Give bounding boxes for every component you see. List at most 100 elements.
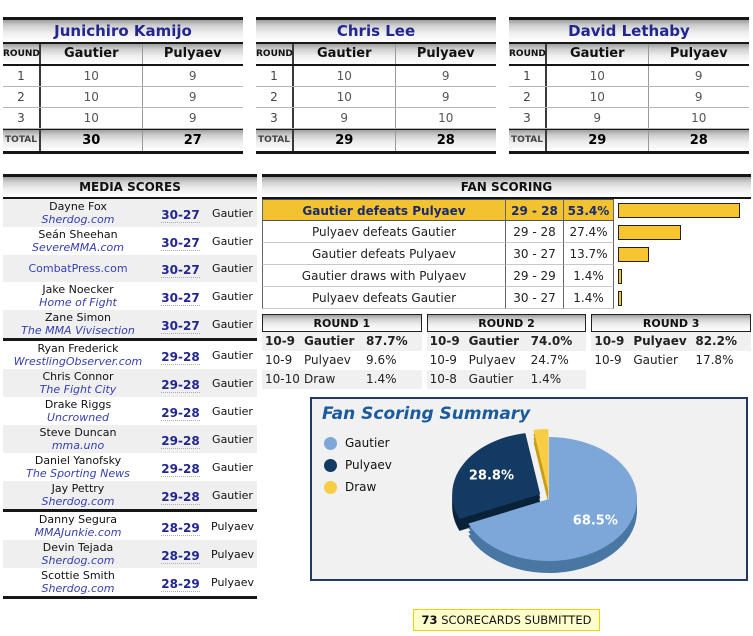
media-outlet-link[interactable]: Sherdog.com: [41, 213, 115, 226]
media-score-cell: 29-28: [153, 458, 208, 477]
media-score-value[interactable]: 29-28: [161, 377, 200, 393]
media-outlet-link[interactable]: The Fight City: [39, 383, 117, 396]
media-scorer-name: Drake Riggs: [44, 398, 112, 411]
fighter-name-header[interactable]: Pulyaev: [416, 46, 475, 61]
media-score-row: Drake Riggs Uncrowned 29-28 Gautier: [3, 397, 257, 425]
media-score-cell: 29-28: [153, 346, 208, 365]
media-outlet-link[interactable]: MMAJunkie.com: [34, 526, 122, 539]
media-score-value[interactable]: 29-28: [161, 461, 200, 477]
media-scorer: CombatPress.com: [3, 258, 153, 280]
media-scorer: Devin Tejada Sherdog.com: [3, 540, 153, 568]
media-outlet-link[interactable]: mma.uno: [51, 439, 105, 452]
fighter-name-header[interactable]: Gautier: [294, 44, 396, 64]
pie-legend: Gautier Pulyaev Draw: [324, 432, 392, 498]
fan-percentage: 53.4%: [564, 199, 614, 221]
round-score: 9: [441, 69, 450, 83]
scorecards-count: 73: [421, 613, 438, 627]
round-score: 10: [438, 111, 454, 125]
media-score-value[interactable]: 29-28: [161, 489, 200, 505]
judge-scorecard: Junichiro Kamijo ROUND Gautier Pulyaev 1 10 9 2…: [3, 17, 243, 154]
fan-percentage: 13.7%: [564, 243, 614, 265]
media-score-value[interactable]: 30-27: [161, 290, 200, 306]
media-scorer-name: Ryan Frederick: [37, 342, 119, 355]
fighter-name-header[interactable]: Pulyaev: [163, 46, 222, 61]
fighter-name-header[interactable]: Gautier: [41, 44, 143, 64]
round-score-value: 10-9: [429, 353, 457, 367]
media-score-value[interactable]: 29-28: [161, 349, 200, 365]
footer-row: 73 SCORECARDS SUBMITTED: [262, 609, 751, 631]
judge-round-row: 3 9 10: [256, 108, 496, 129]
media-score-winner: Gautier: [212, 460, 253, 474]
fan-round-table: ROUND 2 10-9 Gautier 74.0% 10-9 Pulyaev 24.7% 1…: [426, 314, 587, 389]
media-outlet-link[interactable]: Sherdog.com: [41, 582, 115, 595]
media-score-value[interactable]: 30-27: [161, 235, 200, 251]
round-score-fighter: Gautier: [468, 372, 514, 386]
round-score-row: 10-9 Pulyaev 24.7%: [427, 351, 587, 370]
round-number: 1: [256, 66, 294, 86]
fighter-name-header[interactable]: Pulyaev: [669, 46, 728, 61]
round-score-pct: 74.0%: [530, 334, 573, 348]
round-score: 10: [294, 66, 396, 86]
round-column-header: ROUND: [509, 44, 547, 64]
media-outlet-link[interactable]: CombatPress.com: [28, 261, 128, 275]
judge-name-link[interactable]: Junichiro Kamijo: [3, 20, 243, 44]
media-outlet-link[interactable]: Home of Fight: [39, 296, 117, 309]
media-scorer-name: Jake Noecker: [42, 283, 114, 296]
round-score-value: 10-9: [265, 334, 296, 348]
judge-table-header: ROUND Gautier Pulyaev: [3, 44, 243, 66]
media-scores-panel: MEDIA SCORES Dayne Fox Sherdog.com 30-27 Ga…: [3, 174, 257, 599]
fan-score: 29 - 28: [506, 199, 564, 221]
round-number: 1: [3, 66, 41, 86]
media-score-value[interactable]: 30-27: [161, 207, 200, 223]
round-score: 9: [694, 69, 703, 83]
media-score-winner: Gautier: [212, 348, 253, 362]
media-score-value[interactable]: 30-27: [161, 263, 200, 278]
round-number: 3: [256, 108, 294, 128]
media-score-cell: 30-27: [153, 315, 208, 334]
media-outlet-link[interactable]: The MMA Vivisection: [21, 324, 135, 337]
media-scorer-name: Jay Pettry: [51, 482, 105, 495]
fighter-name-header[interactable]: Gautier: [547, 44, 649, 64]
media-scorer: Daniel Yanofsky The Sporting News: [3, 453, 153, 481]
media-scores-header: MEDIA SCORES: [3, 174, 257, 199]
media-score-value[interactable]: 28-29: [161, 548, 200, 564]
media-outlet-link[interactable]: The Sporting News: [26, 467, 130, 480]
media-scorer-name: Chris Connor: [42, 370, 114, 383]
round-score: 10: [41, 66, 143, 86]
fan-percentage-bar: [618, 202, 740, 218]
legend-label: Pulyaev: [345, 458, 392, 472]
media-score-cell: 30-27: [153, 204, 208, 223]
fan-percentage: 1.4%: [564, 287, 614, 309]
media-score-value[interactable]: 29-28: [161, 433, 200, 449]
round-score-row: 10-10 Draw 1.4%: [262, 370, 422, 389]
round-score-fighter: Pulyaev: [468, 353, 516, 367]
round-score-pct: 87.7%: [366, 334, 408, 348]
round-score-fighter: Pulyaev: [304, 353, 351, 367]
media-outlet-link[interactable]: WrestlingObserver.com: [13, 355, 143, 368]
round-score-row: 10-8 Gautier 1.4%: [426, 370, 587, 389]
media-outlet-link[interactable]: Sherdog.com: [41, 495, 115, 508]
media-score-winner: Gautier: [212, 206, 253, 220]
legend-label: Gautier: [345, 436, 390, 450]
round-breakdown-row: ROUND 1 10-9 Gautier 87.7% 10-9 Pulyaev 9.6% 10…: [262, 314, 752, 389]
judge-name-link[interactable]: Chris Lee: [256, 20, 496, 44]
media-score-value[interactable]: 28-29: [161, 576, 200, 592]
media-outlet-link[interactable]: SevereMMA.com: [31, 241, 125, 254]
media-score-cell: 29-28: [153, 430, 208, 449]
round-score-pct: 1.4%: [530, 372, 562, 386]
fan-bar-track: [614, 265, 751, 287]
media-score-cell: 29-28: [153, 374, 208, 393]
media-score-value[interactable]: 29-28: [161, 405, 200, 421]
media-scorer-name: Scottie Smith: [41, 569, 115, 582]
judge-name-link[interactable]: David Lethaby: [509, 20, 749, 44]
pie-slice-label: 68.5%: [573, 513, 618, 528]
media-outlet-link[interactable]: Uncrowned: [46, 411, 110, 424]
media-score-row: Daniel Yanofsky The Sporting News 29-28 Gau…: [3, 453, 257, 481]
pie-slice-gautier: [468, 437, 637, 561]
media-scorer-name: Seán Sheehan: [38, 228, 118, 241]
media-score-value[interactable]: 30-27: [161, 318, 200, 334]
media-score-value[interactable]: 28-29: [161, 520, 200, 536]
media-score-row: Dayne Fox Sherdog.com 30-27 Gautier: [3, 199, 257, 227]
media-outlet-link[interactable]: Sherdog.com: [41, 554, 115, 567]
media-scorer-name: Danny Segura: [38, 513, 118, 526]
